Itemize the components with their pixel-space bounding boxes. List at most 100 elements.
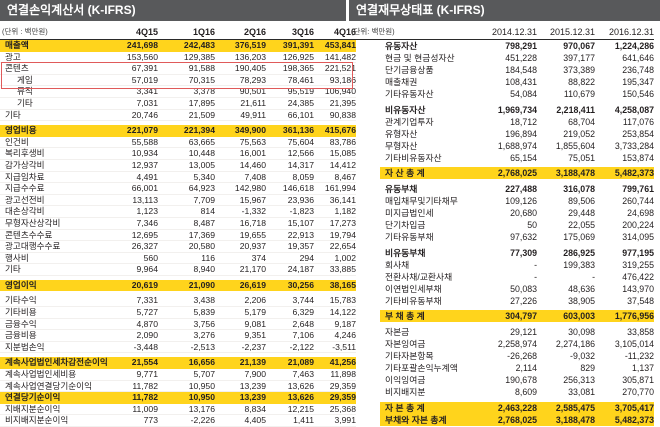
row-label: 비지배지분순이익 bbox=[5, 415, 69, 426]
cell-value: 603,003 bbox=[563, 311, 595, 321]
row-label: 기타비유동자산 bbox=[385, 153, 442, 163]
table-row: 감가상각비 12,937 13,005 14,460 14,317 14,412 bbox=[0, 160, 356, 172]
cell-value: 3,378 bbox=[193, 86, 215, 97]
table-row: 매입채무및기타채무 109,126 89,506 260,744 bbox=[380, 195, 654, 207]
cell-value: 23,936 bbox=[287, 194, 314, 205]
cell-value: 5,707 bbox=[193, 369, 215, 380]
cell-value: 2,258,974 bbox=[497, 339, 537, 349]
cell-value: 13,176 bbox=[188, 403, 215, 414]
column-header: 2015.12.31 bbox=[549, 27, 595, 37]
balance-sheet-rows: 유동자산 798,291 970,067 1,224,286 현금 및 현금성자산 451… bbox=[380, 40, 654, 426]
cell-value: 153,560 bbox=[126, 51, 158, 62]
cell-value: 65,154 bbox=[510, 153, 537, 163]
row-label: 지급수수료 bbox=[5, 183, 45, 194]
table-row: 무형자산상각비 7,346 8,487 16,718 15,107 17,273 bbox=[0, 218, 356, 230]
row-label: 기타포괄손익누계액 bbox=[385, 363, 458, 373]
row-label: 계속사업연결당기순이익 bbox=[5, 380, 92, 391]
table-row: 기타 9,964 8,940 21,170 24,187 33,885 bbox=[0, 264, 356, 276]
cell-value: 22,055 bbox=[568, 220, 595, 230]
row-label: 자본금 bbox=[385, 327, 410, 337]
cell-value: 97,632 bbox=[510, 232, 537, 242]
cell-value: 3,188,478 bbox=[555, 415, 595, 425]
row-label: 콘텐츠 bbox=[5, 63, 29, 74]
table-row: 기타 20,746 21,509 49,911 66,101 90,838 bbox=[0, 110, 356, 122]
cell-value: 2,090 bbox=[136, 330, 158, 341]
row-label: 대손상각비 bbox=[5, 206, 45, 217]
row-label: 유동자산 bbox=[385, 41, 418, 51]
row-label: 매출액 bbox=[5, 40, 29, 50]
cell-value: -3,448 bbox=[133, 341, 158, 352]
cell-value: 129,385 bbox=[183, 51, 215, 62]
cell-value: 1,969,734 bbox=[497, 105, 537, 115]
cell-value: 68,704 bbox=[568, 117, 595, 127]
cell-value: 13,626 bbox=[287, 392, 314, 403]
table-row: 기타비용 5,727 5,839 5,179 6,329 14,122 bbox=[0, 307, 356, 319]
cell-value: 196,894 bbox=[505, 129, 537, 139]
cell-value: 21,090 bbox=[188, 279, 215, 290]
table-row: 기타유동자산 54,084 110,679 150,546 bbox=[380, 88, 654, 100]
cell-value: 18,712 bbox=[510, 117, 537, 127]
row-label: 계속사업법인세차감전순이익 bbox=[5, 357, 108, 368]
row-label: 기타비용 bbox=[5, 307, 37, 318]
cell-value: 20,619 bbox=[131, 279, 158, 290]
row-label: 기타 bbox=[17, 97, 33, 108]
cell-value: 66,001 bbox=[131, 183, 158, 194]
cell-value: 14,317 bbox=[287, 159, 314, 170]
cell-value: 21,170 bbox=[239, 264, 266, 275]
cell-value: 10,934 bbox=[131, 148, 158, 159]
table-row: 계속사업법인세비용 9,771 5,707 7,900 7,463 11,898 bbox=[0, 369, 356, 381]
cell-value: 1,855,604 bbox=[555, 141, 595, 151]
cell-value: 1,776,956 bbox=[614, 311, 654, 321]
table-row: 비유동자산 1,969,734 2,218,411 4,258,087 bbox=[380, 104, 654, 116]
table-row: 뮤직 3,341 3,378 90,501 95,519 106,940 bbox=[0, 86, 356, 98]
cell-value: 253,854 bbox=[622, 129, 654, 139]
cell-value: 2,648 bbox=[292, 318, 314, 329]
table-row: 매출액 241,698 242,483 376,519 391,391 453,841 bbox=[0, 40, 356, 52]
row-label: 영업이익 bbox=[5, 279, 37, 290]
row-label: 자 본 총 계 bbox=[385, 403, 425, 413]
cell-value: 8,487 bbox=[193, 217, 215, 228]
cell-value: 1,002 bbox=[334, 252, 356, 263]
cell-value: 37,548 bbox=[627, 296, 654, 306]
cell-value: 5,179 bbox=[244, 307, 266, 318]
cell-value: - bbox=[592, 272, 595, 282]
cell-value: 3,733,284 bbox=[614, 141, 654, 151]
cell-value: 33,885 bbox=[329, 264, 356, 275]
cell-value: 5,482,373 bbox=[614, 168, 654, 178]
income-statement-rows: 매출액 241,698 242,483 376,519 391,391 453,841 광고… bbox=[0, 40, 356, 427]
cell-value: 294 bbox=[299, 252, 314, 263]
table-row: 회사채 - 199,383 319,255 bbox=[380, 259, 654, 271]
row-label: 기타수익 bbox=[5, 295, 37, 306]
row-label: 기타자본항목 bbox=[385, 351, 434, 361]
cell-value: 48,636 bbox=[568, 284, 595, 294]
row-label: 회사채 bbox=[385, 260, 410, 270]
column-header: 2014.12.31 bbox=[491, 27, 537, 37]
row-label: 금융수익 bbox=[5, 318, 37, 329]
cell-value: 361,136 bbox=[282, 125, 314, 136]
row-label: 현금 및 현금성자산 bbox=[385, 53, 455, 63]
cell-value: 2,114 bbox=[515, 363, 537, 373]
cell-value: 4,491 bbox=[136, 171, 158, 182]
cell-value: 221,521 bbox=[324, 63, 356, 74]
cell-value: 50 bbox=[527, 220, 537, 230]
cell-value: 219,052 bbox=[563, 129, 595, 139]
column-header: 2016.12.31 bbox=[608, 27, 654, 37]
table-row: 행사비 560 116 374 294 1,002 bbox=[0, 253, 356, 265]
table-row: 단기차입금 50 22,055 200,224 bbox=[380, 219, 654, 231]
cell-value: 7,346 bbox=[136, 217, 158, 228]
cell-value: 110,679 bbox=[563, 89, 595, 99]
cell-value: -26,268 bbox=[507, 351, 537, 361]
table-row: 광고선전비 13,113 7,709 15,967 23,936 36,141 bbox=[0, 195, 356, 207]
cell-value: -1,332 bbox=[241, 206, 266, 217]
table-row: 영업비용 221,079 221,394 349,900 361,136 415,676 bbox=[0, 125, 356, 137]
row-label: 이연법인세부채 bbox=[385, 284, 442, 294]
cell-value: 3,705,417 bbox=[614, 403, 654, 413]
cell-value: 195,347 bbox=[622, 77, 654, 87]
cell-value: -9,032 bbox=[570, 351, 595, 361]
row-label: 영업비용 bbox=[5, 125, 37, 136]
cell-value: 7,106 bbox=[292, 330, 314, 341]
cell-value: 29,359 bbox=[329, 392, 356, 403]
table-row: 인건비 55,588 63,665 75,563 75,604 83,786 bbox=[0, 137, 356, 149]
cell-value: 2,206 bbox=[244, 295, 266, 306]
unit-label: (단위 : 백만원) bbox=[2, 27, 48, 36]
